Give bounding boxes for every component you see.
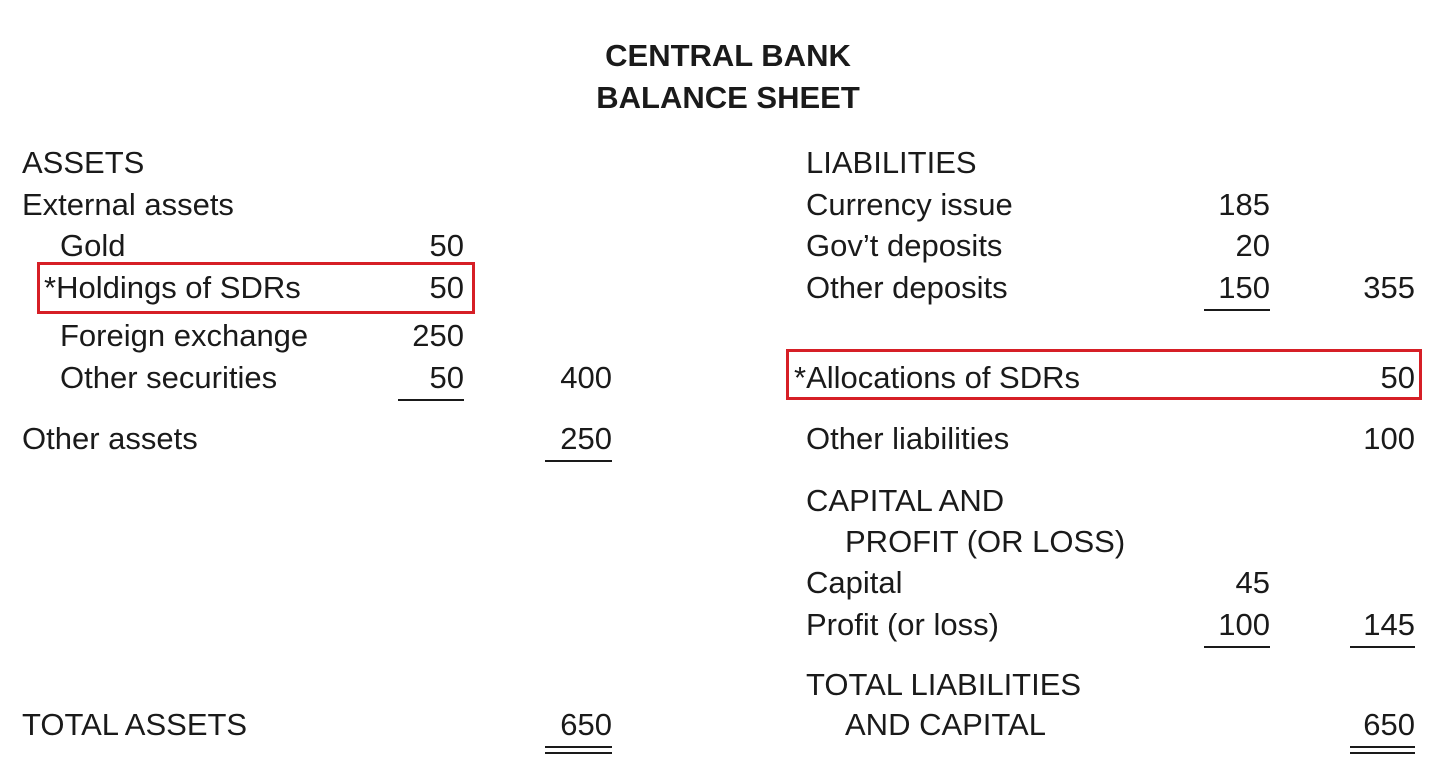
total-assets-double-rule-2	[545, 752, 612, 754]
govt-deposits-label: Gov’t deposits	[806, 228, 1003, 263]
govt-deposits-value: 20	[1235, 228, 1270, 263]
total-liabilities-double-rule-2	[1350, 752, 1415, 754]
liabilities-heading: LIABILITIES	[806, 145, 977, 180]
total-assets-value: 650	[560, 707, 612, 742]
sdr-holdings-highlight-box	[37, 262, 475, 314]
title-line-2: BALANCE SHEET	[596, 80, 860, 115]
other-deposits-value: 150	[1218, 270, 1270, 305]
other-deposits-underline	[1204, 309, 1270, 311]
other-securities-value: 50	[429, 360, 464, 395]
other-assets-underline	[545, 460, 612, 462]
capital-subtotal: 145	[1363, 607, 1415, 642]
gold-label: Gold	[60, 228, 126, 263]
total-assets-label: TOTAL ASSETS	[22, 707, 248, 742]
gold-value: 50	[429, 228, 464, 263]
sdr-holdings-label: *Holdings of SDRs	[44, 270, 301, 305]
currency-issue-value: 185	[1218, 187, 1270, 222]
capital-label: Capital	[806, 565, 903, 600]
total-liabilities-line-2: AND CAPITAL	[845, 707, 1046, 742]
profit-value: 100	[1218, 607, 1270, 642]
capital-heading-line-2: PROFIT (OR LOSS)	[845, 524, 1126, 559]
sdr-allocations-value: 50	[1380, 360, 1415, 395]
currency-issue-label: Currency issue	[806, 187, 1013, 222]
total-liabilities-value: 650	[1363, 707, 1415, 742]
external-assets-subtotal: 400	[560, 360, 612, 395]
total-assets-double-rule-1	[545, 746, 612, 748]
sdr-allocations-highlight-box	[786, 349, 1422, 400]
other-assets-label: Other assets	[22, 421, 198, 456]
profit-underline	[1204, 646, 1270, 648]
sdr-holdings-value: 50	[429, 270, 464, 305]
sdr-allocations-label: *Allocations of SDRs	[794, 360, 1081, 395]
foreign-exchange-label: Foreign exchange	[60, 318, 309, 353]
external-assets-label: External assets	[22, 187, 234, 222]
assets-heading: ASSETS	[22, 145, 145, 180]
deposits-subtotal: 355	[1363, 270, 1415, 305]
capital-heading-line-1: CAPITAL AND	[806, 483, 1005, 518]
other-assets-value: 250	[560, 421, 612, 456]
foreign-exchange-value: 250	[412, 318, 464, 353]
other-liabilities-value: 100	[1363, 421, 1415, 456]
capital-value: 45	[1235, 565, 1270, 600]
other-securities-label: Other securities	[60, 360, 278, 395]
total-liabilities-line-1: TOTAL LIABILITIES	[806, 667, 1082, 702]
total-liabilities-double-rule-1	[1350, 746, 1415, 748]
capital-subtotal-underline	[1350, 646, 1415, 648]
other-securities-underline	[398, 399, 464, 401]
profit-label: Profit (or loss)	[806, 607, 999, 642]
title-line-1: CENTRAL BANK	[605, 38, 851, 73]
other-liabilities-label: Other liabilities	[806, 421, 1010, 456]
other-deposits-label: Other deposits	[806, 270, 1008, 305]
